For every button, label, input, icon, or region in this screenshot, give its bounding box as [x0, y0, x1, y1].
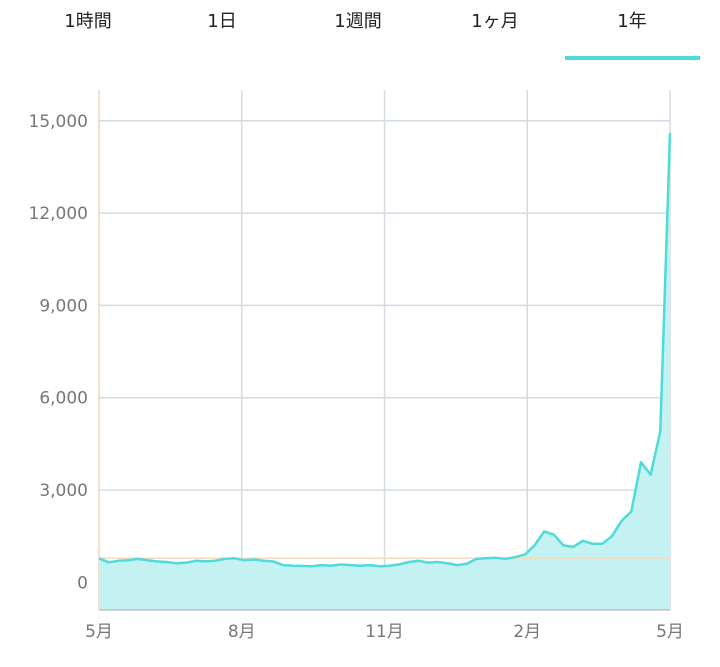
x-tick-label: 5月 [85, 622, 113, 642]
y-tick-label: 3,000 [39, 481, 88, 501]
x-tick-label: 11月 [365, 622, 404, 642]
tab-indicator [565, 56, 700, 60]
y-tick-label: 9,000 [39, 296, 88, 316]
tab[interactable]: 1年 [617, 11, 646, 32]
x-tick-label: 8月 [228, 622, 256, 642]
x-tick-label: 5月 [656, 622, 684, 642]
y-tick-label: 15,000 [29, 112, 88, 132]
line [98, 133, 672, 568]
tab[interactable]: 1週間 [334, 11, 381, 32]
x-tick-label: 2月 [513, 622, 541, 642]
tab[interactable]: 1ヶ月 [471, 11, 518, 32]
tab[interactable]: 1日 [207, 11, 236, 32]
y-tick-label: 12,000 [29, 204, 88, 224]
y-tick-label: 0 [77, 573, 88, 593]
y-tick-label: 6,000 [39, 389, 88, 409]
tab[interactable]: 1時間 [64, 11, 111, 32]
